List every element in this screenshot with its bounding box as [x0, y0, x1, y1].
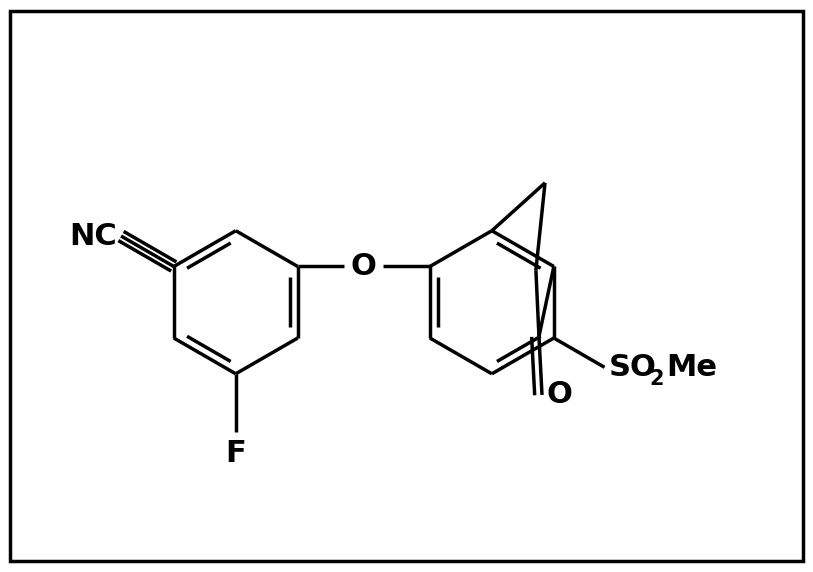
Text: NC: NC	[69, 221, 117, 251]
Text: O: O	[547, 380, 573, 410]
Text: Me: Me	[667, 353, 717, 382]
Text: F: F	[225, 439, 246, 468]
Text: O: O	[351, 252, 376, 281]
Text: SO: SO	[609, 353, 656, 382]
Text: 2: 2	[650, 369, 663, 389]
